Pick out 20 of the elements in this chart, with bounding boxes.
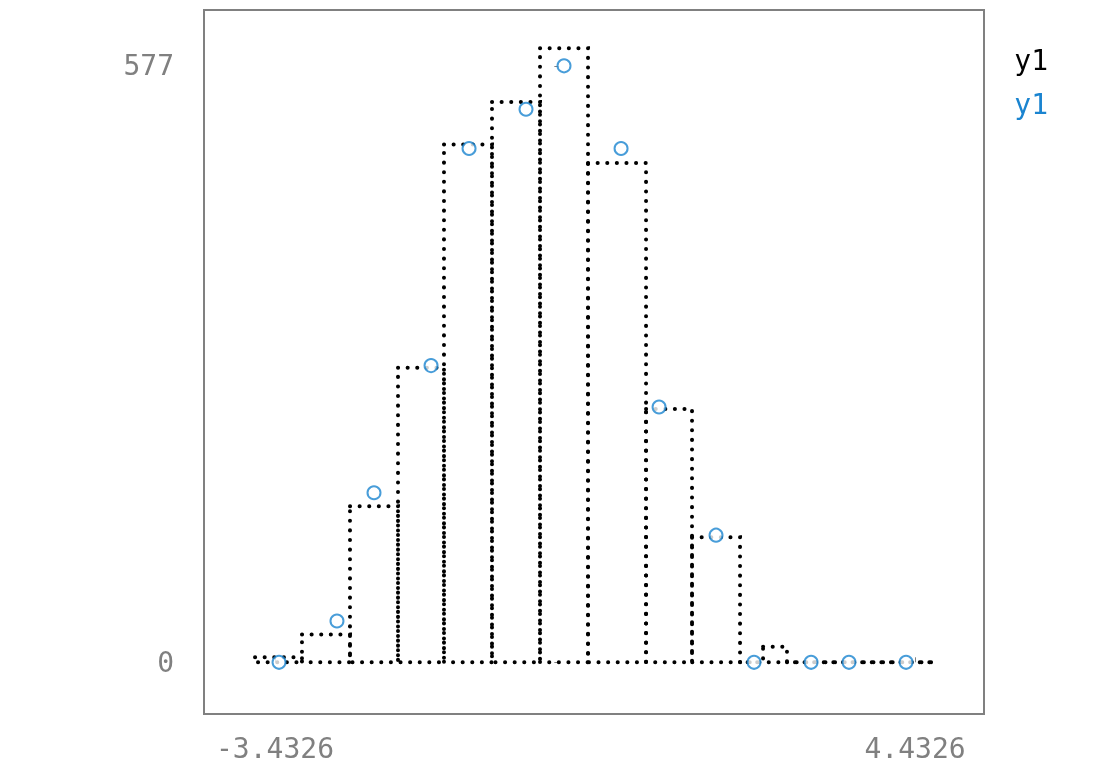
point [898, 654, 914, 670]
x-tick-label: -3.4326 [215, 731, 334, 765]
y-tick-label: 0 [157, 645, 174, 679]
point [841, 654, 857, 670]
y-tick-label: 577 [123, 49, 174, 83]
point [651, 399, 667, 415]
point [613, 141, 629, 157]
point [366, 485, 382, 501]
x-tick-label: 4.4326 [864, 731, 966, 765]
point [461, 141, 477, 157]
text: y1 [1014, 87, 1048, 121]
point [329, 613, 345, 629]
point [518, 101, 534, 117]
point [803, 654, 819, 670]
point [708, 527, 724, 543]
point [423, 358, 439, 374]
point [746, 654, 762, 670]
point [556, 58, 572, 74]
point [271, 654, 287, 670]
text: y1 [1014, 43, 1048, 77]
